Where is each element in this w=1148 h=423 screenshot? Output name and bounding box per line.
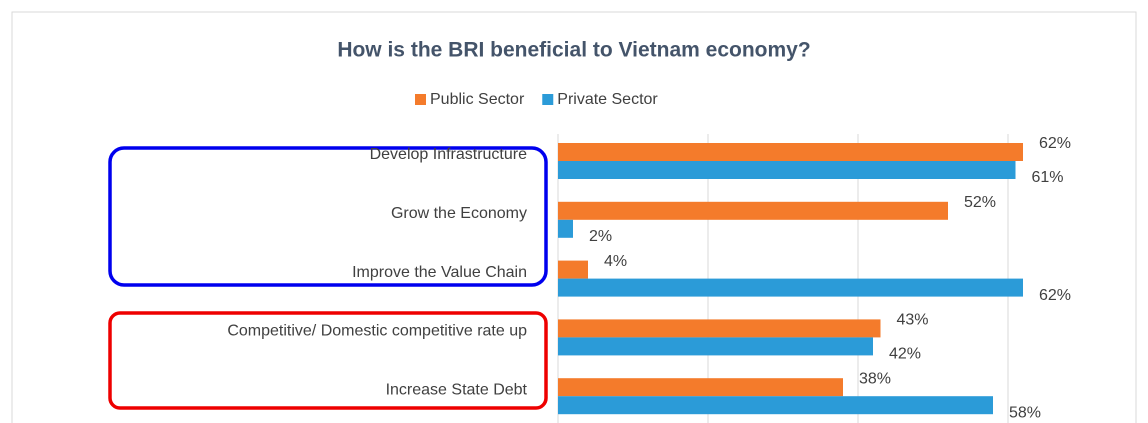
data-label: 52% xyxy=(964,194,996,211)
y-tick-label: Increase State Debt xyxy=(386,381,528,398)
bar xyxy=(558,319,881,338)
legend-label: Private Sector xyxy=(557,91,658,108)
highlight-box-red xyxy=(108,311,548,410)
y-tick-label: Grow the Economy xyxy=(391,205,527,222)
bar xyxy=(558,201,948,220)
chart-border xyxy=(11,11,1137,423)
bar xyxy=(558,278,1023,297)
data-label: 61% xyxy=(1032,169,1064,186)
legend-swatch xyxy=(415,94,426,105)
chart-title: How is the BRI beneficial to Vietnam eco… xyxy=(337,39,810,62)
data-label: 58% xyxy=(1009,404,1041,421)
bar xyxy=(558,161,1016,179)
bar xyxy=(558,143,1023,161)
data-label: 62% xyxy=(1039,287,1071,304)
data-label: 42% xyxy=(889,346,921,363)
y-tick-label: Competitive/ Domestic competitive rate u… xyxy=(227,323,527,340)
highlight-box-blue xyxy=(108,146,548,287)
legend-label: Public Sector xyxy=(430,91,525,108)
bar xyxy=(558,396,993,415)
data-label: 4% xyxy=(604,253,627,270)
bar xyxy=(558,378,843,397)
bar xyxy=(558,219,573,238)
legend-swatch xyxy=(542,94,554,105)
y-tick-label: Develop Infrastructure xyxy=(370,146,528,163)
bar xyxy=(558,260,588,279)
data-label: 62% xyxy=(1039,135,1071,152)
bar xyxy=(558,337,873,356)
data-label: 38% xyxy=(859,370,891,387)
data-label: 2% xyxy=(589,228,612,245)
data-label: 43% xyxy=(897,312,929,329)
y-tick-label: Improve the Value Chain xyxy=(352,264,527,281)
